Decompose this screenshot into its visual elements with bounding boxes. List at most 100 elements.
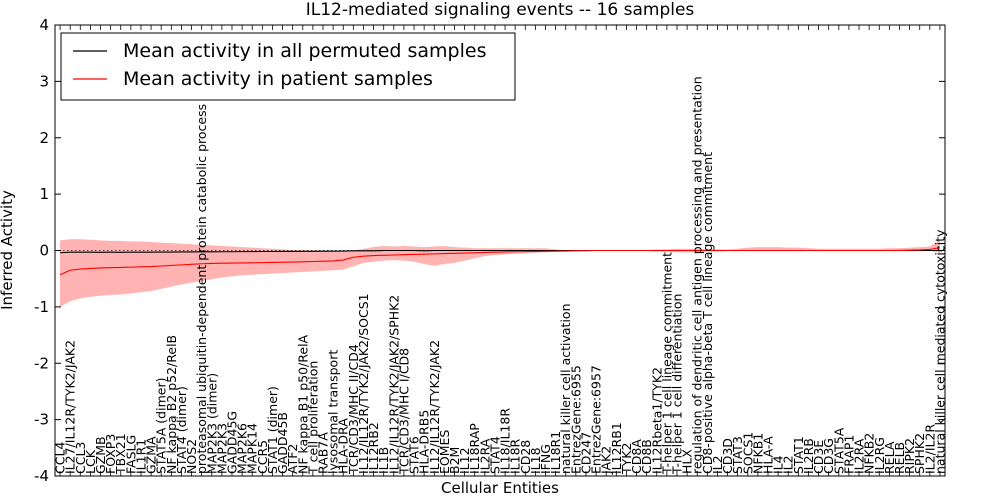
y-axis-label: Inferred Activity [0,190,16,310]
category-label: RELB [892,442,907,474]
y-tick-label: -3 [34,411,49,429]
patient-spread-band [60,239,940,307]
category-label: T-helper 1 cell differentiation [669,294,684,475]
category-label: NF kappa B2 p52/RelB [164,335,179,474]
category-label: FASLG [123,435,138,474]
category-label: ATF2 [285,444,300,474]
axes-frame [54,24,946,477]
category-label: STAT4 (dimer) [174,386,189,474]
category-label: NF kappa B1 p50/RelA [295,334,310,474]
category-label: IL18RAP [467,423,482,474]
category-label: STAT3 [730,436,745,474]
category-label: HLA-DRA [336,418,351,474]
category-label: CD28 [518,440,533,474]
category-label: IL12RB2 [366,422,381,474]
category-label: CCL4 [53,442,68,474]
category-label: IL18R [508,438,523,474]
y-tick-label: 0 [39,242,49,260]
category-label: GADD45B [275,412,290,474]
category-label: CD3E [811,440,826,474]
y-tick-label: -1 [34,298,49,316]
category-label: CD8A [629,439,644,474]
chart-title: IL12-mediated signaling events -- 16 sam… [306,0,695,20]
category-label: FOXP3 [103,434,118,474]
category-label: IL12RB1 [609,422,624,474]
category-label: STAT1 [791,436,806,474]
category-label: HLX [680,449,695,474]
y-tick-label: 2 [39,129,49,147]
y-tick-label: -4 [34,467,49,485]
category-label: HLA-A [761,436,776,474]
category-label: TCR/CD3/MHC II/CD4 [346,344,361,475]
category-label: GZMB [93,436,108,474]
category-label: proteasomal ubiquitin-dependent protein … [194,104,209,474]
category-label: SOCS1 [740,432,755,474]
category-label: STAT6 [407,436,422,474]
category-label: RIPK2 [902,438,917,474]
category-label: EOMES [437,430,452,474]
category-label: MAPK14 [245,423,260,474]
category-label: NFKB2 [862,433,877,474]
category-label: STAT5A [831,427,846,474]
category-label: IL2 [710,455,725,474]
category-label: IL12/IL12R/TYK2/JAK2 [427,340,442,474]
category-label: TYK2 [619,443,634,475]
category-label: CD8B [639,439,654,474]
category-label: JAK2 [599,446,614,475]
category-label: natural killer cell mediated cytotoxicit… [932,229,947,474]
category-label: IL12 [457,447,472,474]
category-label: regulation of dendritic cell antigen pro… [690,76,705,474]
y-tick-label: 1 [39,185,49,203]
category-label: MAP2K3 (dimer) [204,373,219,474]
category-label: GADD45G [224,411,239,474]
category-label: IL12/IL12R/TYK2/JAK2/SOCS1 [356,293,371,474]
category-label: EntrezGene:6955 [568,365,583,474]
y-tick-label: 4 [39,16,49,34]
category-label: HLA-DRB5 [417,410,432,474]
category-label: CD3D [720,438,735,474]
plot-area: -4 -3 -2 -1 0 1 2 3 4 CCL4IL27/IL12R/TYK2/JAK2CCL… [34,16,947,485]
y-tick-label: 3 [39,72,49,90]
category-label: IL2/IL2R [922,424,937,474]
category-label: IL12/IL12R/TYK2/JAK2/SPHK2 [386,295,401,474]
category-label: CD8-positive alpha-beta T cell lineage c… [700,152,715,474]
category-label: EntrezGene:6957 [589,365,604,474]
category-label: IL1R1 [133,439,148,474]
x-axis-label: Cellular Entities [441,479,559,497]
category-label: MAP2K6 [235,423,250,474]
category-label: STAT5A (dimer) [154,378,169,474]
category-label: CD3G [821,438,836,474]
category-label: IL2RG [872,437,887,474]
legend-label-patient: Mean activity in patient samples [123,68,433,90]
category-label: IL4 [771,455,786,474]
category-label: IL2RB [801,438,816,474]
category-label: IL18/IL18R [498,408,513,474]
category-label: NOS2 [184,439,199,474]
category-label: IL2 [781,455,796,474]
category-label: CD247 [578,432,593,474]
category-label: RELA [882,441,897,474]
category-label: SPHK2 [912,433,927,474]
category-label: STAT1 (dimer) [265,386,280,474]
category-label: IL1B [376,447,391,474]
category-label: natural killer cell activation [558,303,573,474]
y-tick-label: -2 [34,354,49,372]
category-label: TCR/CD3/MHC I/CD8 [396,348,411,475]
category-label: CCR5 [255,440,270,474]
category-label: RAB7A [316,432,331,474]
category-label: LCK [83,449,98,474]
legend: Mean activity in all permuted samples Me… [60,32,516,101]
category-label: IL12Rbeta1/TYK2 [649,367,664,474]
category-label: IL2RA [852,438,867,474]
patient-mean-line [59,247,941,276]
category-label: B2M [447,447,462,474]
category-label: STAT4 [487,436,502,474]
category-label: IL2RA [477,438,492,474]
category-label: T-helper 1 cell lineage commitment [659,252,674,475]
category-label: NFKB1 [750,433,765,474]
category-label: IL18R1 [548,431,563,474]
category-label: T cell proliferation [305,361,320,475]
category-label: IFNG [538,444,553,474]
legend-frame [60,32,516,101]
